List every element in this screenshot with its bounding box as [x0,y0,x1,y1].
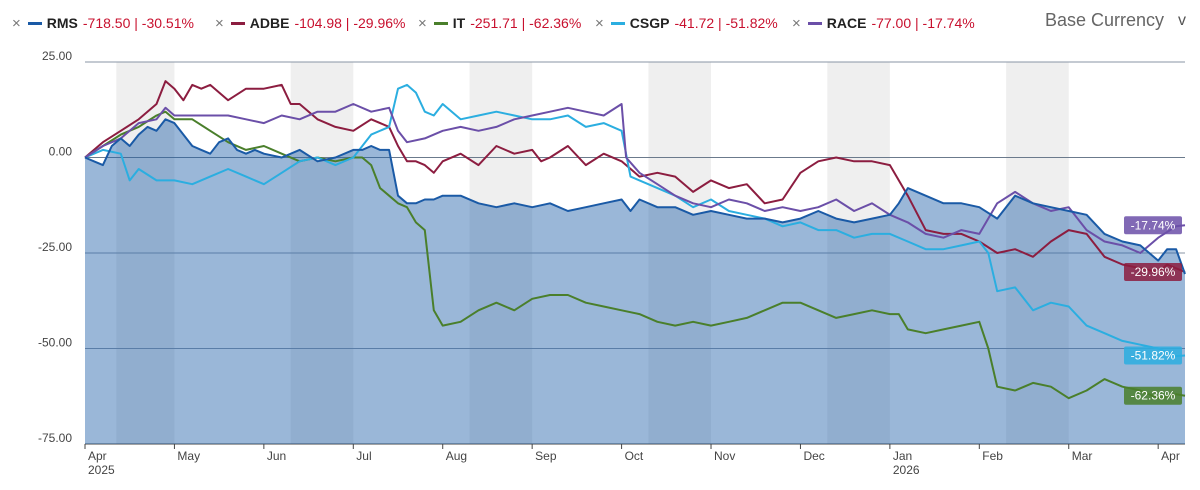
legend-item-it: × IT -251.71 | -62.36% [418,12,581,34]
legend-change: -41.72 | -51.82% [674,15,778,31]
y-tick-label: -50.00 [38,336,72,350]
close-icon[interactable]: × [12,14,21,32]
series-line-adbe [84,80,1186,274]
legend-swatch [610,21,625,25]
badge-label: -51.82% [1131,348,1176,362]
legend-change: -251.71 | -62.36% [470,15,582,31]
badge-label: -17.74% [1131,218,1176,232]
y-tick-label: 0.00 [49,145,73,159]
badge-label: -62.36% [1131,389,1176,403]
y-tick-label: 25.00 [42,49,72,63]
x-tick-label: Oct [625,449,644,463]
badge-background [1124,262,1182,281]
y-tick-label: -25.00 [38,240,72,254]
x-tick-label: Apr [1161,449,1180,463]
legend-symbol: CSGP [629,15,670,31]
x-tick-label: Apr [88,449,107,463]
series-line-rms [84,118,1186,275]
badge-background [1124,216,1182,235]
legend-swatch [807,21,822,25]
x-tick-label: Dec [803,449,824,463]
close-icon[interactable]: × [215,14,224,32]
x-tick-label: Jun [267,449,286,463]
x-tick-year: 2025 [88,463,115,477]
x-tick-label: May [177,449,200,463]
legend-item-rms: × RMS -718.50 | -30.51% [12,12,194,34]
legend-symbol: IT [452,15,466,31]
x-tick-label: Jan [893,449,912,463]
legend-symbol: RACE [826,15,867,31]
y-tick-label: -75.00 [38,431,72,445]
legend-item-race: × RACE -77.00 | -17.74% [792,12,975,34]
badge-background [1124,346,1182,365]
x-tick-label: Aug [446,449,467,463]
end-badge-race: -17.74% [1124,216,1182,235]
x-tick-label: Feb [982,449,1003,463]
x-tick-label: Sep [535,449,557,463]
x-tick-label: Jul [356,449,371,463]
x-tick-label: Nov [714,449,735,463]
legend-swatch [230,21,245,25]
legend-swatch [433,21,448,25]
x-tick-label: Mar [1072,449,1093,463]
badge-background [1124,386,1182,405]
badge-label: -29.96% [1131,265,1176,279]
legend-swatch [27,21,42,25]
x-tick-year: 2026 [893,463,920,477]
chevron-down-icon: v [1178,11,1186,29]
legend-item-adbe: × ADBE -104.98 | -29.96% [215,12,405,34]
end-badge-it: -62.36% [1124,386,1182,405]
legend-change: -77.00 | -17.74% [871,15,975,31]
legend-item-csgp: × CSGP -41.72 | -51.82% [595,12,778,34]
legend-change: -104.98 | -29.96% [294,15,406,31]
chart-legend: × RMS -718.50 | -30.51% × ADBE -104.98 | -29.… [0,0,1200,44]
end-badge-adbe: -29.96% [1124,262,1182,281]
end-badge-csgp: -51.82% [1124,346,1182,365]
base-currency-dropdown[interactable]: Base Currency v [1045,10,1186,31]
legend-change: -718.50 | -30.51% [82,15,194,31]
series-line-it [84,110,1186,400]
series-line-csgp [84,83,1186,358]
legend-symbol: RMS [46,15,78,31]
close-icon[interactable]: × [792,14,801,32]
base-currency-label: Base Currency [1044,10,1164,30]
close-icon[interactable]: × [418,14,427,32]
legend-symbol: ADBE [249,15,290,31]
close-icon[interactable]: × [595,14,604,32]
series-line-race [84,103,1186,254]
